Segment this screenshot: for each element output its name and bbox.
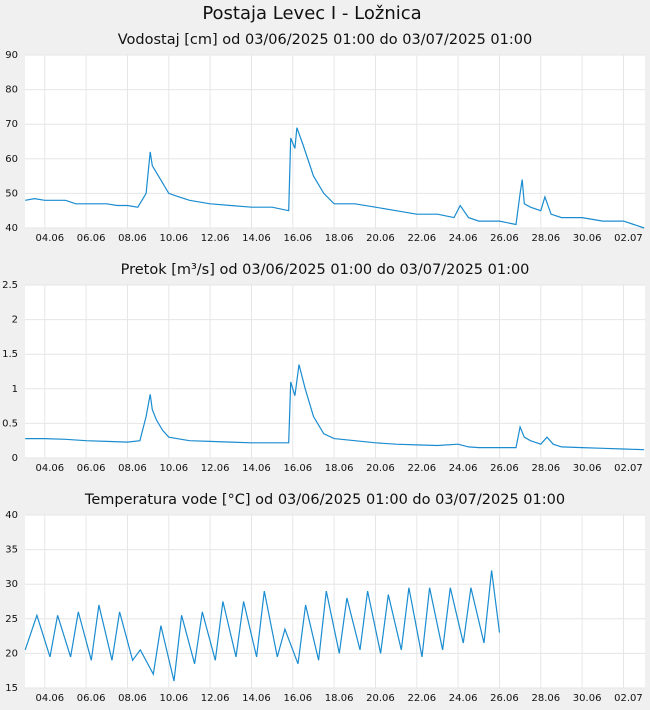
plot-area bbox=[25, 285, 645, 458]
y-tick-label: 0 bbox=[12, 453, 18, 464]
y-tick-label: 40 bbox=[5, 510, 18, 521]
y-tick-label: 70 bbox=[5, 119, 18, 130]
data-line bbox=[24, 570, 501, 682]
x-tick-label: 06.06 bbox=[77, 233, 106, 244]
x-tick-label: 16.06 bbox=[283, 233, 312, 244]
data-line bbox=[25, 364, 645, 451]
chart-subtitle: Vodostaj [cm] od 03/06/2025 01:00 do 03/… bbox=[118, 32, 532, 48]
x-tick-label: 18.06 bbox=[325, 233, 354, 244]
x-tick-label: 18.06 bbox=[325, 693, 354, 704]
plot-area bbox=[25, 515, 645, 688]
x-tick-label: 22.06 bbox=[407, 693, 436, 704]
x-tick-label: 14.06 bbox=[242, 233, 271, 244]
x-tick-label: 30.06 bbox=[573, 463, 602, 474]
x-tick-label: 04.06 bbox=[35, 463, 64, 474]
y-tick-label: 25 bbox=[5, 614, 18, 625]
x-tick-label: 22.06 bbox=[407, 233, 436, 244]
x-tick-label: 26.06 bbox=[490, 693, 519, 704]
chart-subtitle: Temperatura vode [°C] od 03/06/2025 01:0… bbox=[84, 492, 565, 508]
y-tick-label: 30 bbox=[5, 579, 18, 590]
x-tick-label: 04.06 bbox=[35, 233, 64, 244]
x-tick-label: 10.06 bbox=[159, 463, 188, 474]
x-tick-label: 12.06 bbox=[201, 693, 230, 704]
y-tick-label: 1 bbox=[12, 384, 18, 395]
x-tick-label: 08.06 bbox=[118, 693, 147, 704]
y-tick-label: 1.5 bbox=[2, 349, 18, 360]
x-tick-label: 28.06 bbox=[531, 233, 560, 244]
y-tick-label: 2.5 bbox=[2, 280, 18, 291]
data-line bbox=[25, 127, 645, 229]
y-tick-label: 40 bbox=[5, 223, 18, 234]
x-tick-label: 20.06 bbox=[366, 463, 395, 474]
x-tick-label: 14.06 bbox=[242, 693, 271, 704]
x-tick-label: 18.06 bbox=[325, 463, 354, 474]
x-tick-label: 12.06 bbox=[201, 233, 230, 244]
x-tick-label: 20.06 bbox=[366, 233, 395, 244]
y-tick-label: 2 bbox=[12, 315, 18, 326]
x-tick-label: 10.06 bbox=[159, 693, 188, 704]
x-tick-label: 24.06 bbox=[449, 233, 478, 244]
x-tick-label: 04.06 bbox=[35, 693, 64, 704]
x-tick-label: 20.06 bbox=[366, 693, 395, 704]
page-title: Postaja Levec I - Ložnica bbox=[202, 3, 421, 24]
x-tick-label: 06.06 bbox=[77, 693, 106, 704]
y-tick-label: 60 bbox=[5, 154, 18, 165]
x-tick-label: 10.06 bbox=[159, 233, 188, 244]
x-tick-label: 12.06 bbox=[201, 463, 230, 474]
x-tick-label: 28.06 bbox=[531, 463, 560, 474]
x-tick-label: 26.06 bbox=[490, 463, 519, 474]
plot-area bbox=[25, 55, 645, 228]
y-tick-label: 0.5 bbox=[2, 418, 18, 429]
x-tick-label: 30.06 bbox=[573, 693, 602, 704]
x-tick-label: 24.06 bbox=[449, 463, 478, 474]
x-tick-label: 26.06 bbox=[490, 233, 519, 244]
x-tick-label: 08.06 bbox=[118, 233, 147, 244]
x-tick-label: 02.07 bbox=[614, 463, 643, 474]
x-tick-label: 16.06 bbox=[283, 693, 312, 704]
y-tick-label: 15 bbox=[5, 683, 18, 694]
x-tick-label: 28.06 bbox=[531, 693, 560, 704]
x-tick-label: 30.06 bbox=[573, 233, 602, 244]
x-tick-label: 14.06 bbox=[242, 463, 271, 474]
y-tick-label: 35 bbox=[5, 545, 18, 556]
x-tick-label: 06.06 bbox=[77, 463, 106, 474]
chart-subtitle: Pretok [m³/s] od 03/06/2025 01:00 do 03/… bbox=[121, 262, 530, 278]
x-tick-label: 02.07 bbox=[614, 693, 643, 704]
x-tick-label: 22.06 bbox=[407, 463, 436, 474]
x-tick-label: 08.06 bbox=[118, 463, 147, 474]
x-tick-label: 02.07 bbox=[614, 233, 643, 244]
y-tick-label: 80 bbox=[5, 85, 18, 96]
y-tick-label: 20 bbox=[5, 648, 18, 659]
x-tick-label: 16.06 bbox=[283, 463, 312, 474]
y-tick-label: 90 bbox=[5, 50, 18, 61]
y-tick-label: 50 bbox=[5, 188, 18, 199]
x-tick-label: 24.06 bbox=[449, 693, 478, 704]
